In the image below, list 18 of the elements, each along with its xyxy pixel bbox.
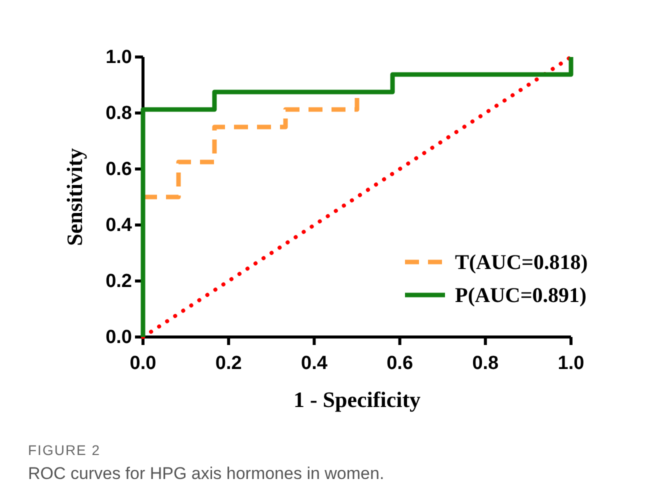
- text: ROC curves for HPG axis hormones in women.: [28, 464, 384, 483]
- legend-label: T(AUC=0.818): [455, 250, 588, 274]
- legend-label: P(AUC=0.891): [455, 283, 587, 307]
- x-tick-label: 0.0: [130, 352, 156, 374]
- y-tick-label: 0.4: [106, 215, 132, 236]
- x-tick-label: 0.4: [300, 352, 328, 374]
- y-tick-label: 0.6: [106, 159, 132, 180]
- caption: FIGURE 2: [28, 442, 101, 458]
- x-tick-label: 0.6: [386, 352, 414, 374]
- x-tick-label: 1.0: [558, 352, 584, 374]
- y-tick-label: 1.0: [106, 47, 132, 68]
- y-axis-title: Sensitivity: [62, 148, 87, 246]
- x-axis-title: 1 - Specificity: [293, 387, 421, 412]
- y-tick-label: 0.0: [106, 327, 132, 348]
- y-tick-label: 0.2: [106, 271, 132, 292]
- x-tick-label: 0.8: [472, 352, 499, 374]
- y-tick-label: 0.8: [106, 103, 132, 124]
- x-tick-label: 0.2: [215, 352, 242, 374]
